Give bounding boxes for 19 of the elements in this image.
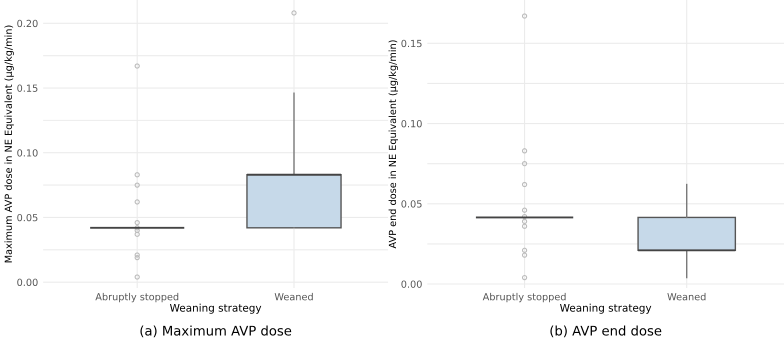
x-axis-title: Weaning strategy	[170, 304, 262, 314]
y-tick-label: 0.00	[401, 280, 422, 288]
y-axis-title: AVP end dose in NE Equivalent (μg/kg/min)	[388, 40, 398, 248]
y-tick-label: 0.00	[17, 278, 38, 286]
y-tick-label: 0.20	[17, 20, 38, 28]
y-tick-label: 0.15	[17, 84, 38, 92]
y-tick-label: 0.10	[401, 120, 422, 128]
y-tick-label: 0.15	[401, 40, 422, 48]
x-tick-label: Weaned	[274, 292, 313, 300]
y-tick-label: 0.05	[17, 214, 38, 222]
y-tick-label: 0.10	[17, 149, 38, 157]
text: (b) AVP end dose	[550, 325, 662, 338]
x-tick-label: Abruptly stopped	[95, 292, 178, 302]
text: (a) Maximum AVP dose	[140, 325, 292, 338]
y-tick-label: 0.05	[401, 200, 422, 208]
x-tick-label: Weaned	[667, 292, 706, 300]
x-tick-label: Abruptly stopped	[482, 292, 566, 302]
x-axis-title: Weaning strategy	[560, 304, 652, 314]
y-axis-title: Maximum AVP dose in NE Equivalent (μg/kg/min)	[4, 26, 14, 262]
